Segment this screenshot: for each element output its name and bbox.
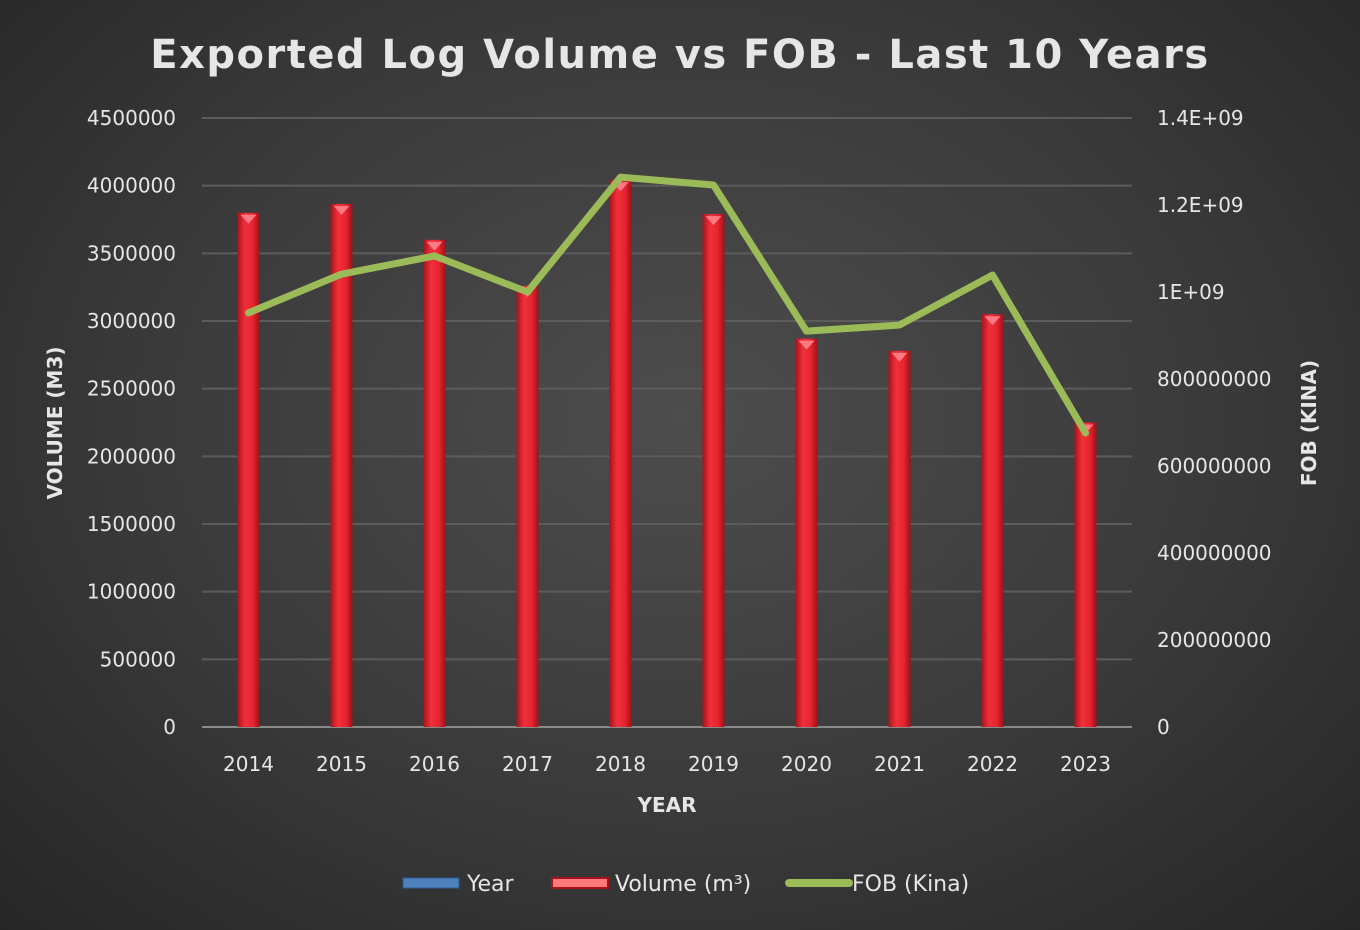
y2-tick-label: 400000000 <box>1157 541 1272 565</box>
legend-label-year: Year <box>466 872 515 897</box>
y-tick-label: 1000000 <box>87 580 176 604</box>
fob-line-path <box>245 173 1089 437</box>
y2-tick-label: 800000000 <box>1157 367 1272 391</box>
fob-line <box>245 173 1089 437</box>
volume-bars <box>237 180 1097 728</box>
bar-cap <box>333 205 350 215</box>
legend-label-fob: FOB (Kina) <box>852 872 969 897</box>
x-tick-label: 2017 <box>502 752 553 776</box>
volume-bar <box>981 314 1004 727</box>
legend-swatch-year <box>402 877 460 889</box>
y-tick-label: 500000 <box>100 647 176 671</box>
volume-bar <box>888 350 911 727</box>
y-axis-label: VOLUME (M3) <box>43 346 67 499</box>
x-axis: 2014 2015 2016 2017 2018 2019 2020 2021 2022 2023 <box>223 752 1111 776</box>
y2-tick-label: 600000000 <box>1157 454 1272 478</box>
volume-bar <box>516 285 539 727</box>
y2-tick-label: 1.4E+09 <box>1157 106 1244 130</box>
volume-bar <box>1074 422 1097 727</box>
y-tick-label: 3000000 <box>87 309 176 333</box>
x-tick-label: 2022 <box>967 752 1018 776</box>
gridlines <box>202 117 1132 728</box>
x-tick-label: 2020 <box>781 752 832 776</box>
y2-tick-label: 1.2E+09 <box>1157 193 1244 217</box>
legend-label-volume: Volume (m³) <box>615 872 751 897</box>
y-tick-label: 4500000 <box>87 106 176 130</box>
chart-title: Exported Log Volume vs FOB - Last 10 Yea… <box>150 32 1209 78</box>
x-tick-label: 2019 <box>688 752 739 776</box>
y2-axis-label: FOB (KINA) <box>1297 360 1321 486</box>
y-axis-right: 0 200000000 400000000 600000000 800000000 1E+… <box>1157 106 1272 739</box>
y-axis-left: 0 500000 1000000 1500000 2000000 2500000 30000… <box>87 106 176 739</box>
legend: Year Volume (m³) FOB (Kina) <box>402 872 969 897</box>
y-tick-label: 2500000 <box>87 377 176 401</box>
x-tick-label: 2014 <box>223 752 274 776</box>
y-tick-label: 4000000 <box>87 174 176 198</box>
y2-tick-label: 200000000 <box>1157 628 1272 652</box>
x-tick-label: 2023 <box>1060 752 1111 776</box>
volume-bar <box>330 203 353 728</box>
bar-cap <box>798 340 815 350</box>
x-axis-label: YEAR <box>636 793 696 817</box>
legend-swatch-volume <box>551 877 609 889</box>
y2-tick-label: 1E+09 <box>1157 280 1225 304</box>
volume-bar <box>237 212 260 727</box>
y-tick-label: 1500000 <box>87 512 176 536</box>
y-tick-label: 2000000 <box>87 444 176 468</box>
x-tick-label: 2018 <box>595 752 646 776</box>
bar-cap <box>240 214 257 224</box>
bar-cap <box>426 241 443 251</box>
x-tick-label: 2021 <box>874 752 925 776</box>
volume-bar <box>423 239 446 728</box>
bar-cap <box>705 216 722 226</box>
x-tick-label: 2016 <box>409 752 460 776</box>
volume-bar <box>702 214 725 727</box>
y-tick-label: 0 <box>163 715 176 739</box>
y-tick-label: 3500000 <box>87 241 176 265</box>
bar-cap <box>984 316 1001 326</box>
volume-bar <box>609 180 632 728</box>
x-tick-label: 2015 <box>316 752 367 776</box>
volume-bar <box>795 338 818 727</box>
y2-tick-label: 0 <box>1157 715 1170 739</box>
bar-cap <box>891 352 908 362</box>
